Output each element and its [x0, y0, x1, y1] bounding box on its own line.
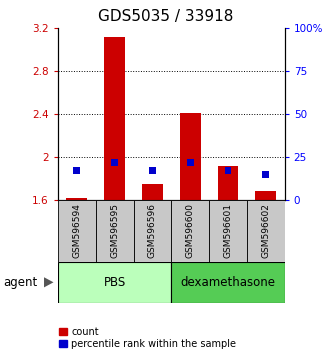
Bar: [209, 200, 247, 262]
Text: GSM596601: GSM596601: [223, 204, 232, 258]
Bar: [262, 171, 269, 178]
Text: GSM596595: GSM596595: [110, 204, 119, 258]
Text: GSM596596: GSM596596: [148, 204, 157, 258]
Bar: [142, 184, 163, 200]
Bar: [187, 159, 194, 166]
Text: GSM596600: GSM596600: [186, 204, 195, 258]
Bar: [111, 159, 118, 166]
Text: agent: agent: [3, 276, 37, 289]
Bar: [104, 37, 125, 200]
Bar: [171, 200, 209, 262]
Legend: count, percentile rank within the sample: count, percentile rank within the sample: [60, 327, 236, 349]
Bar: [133, 200, 171, 262]
Bar: [224, 167, 231, 174]
Bar: [149, 167, 156, 174]
Text: GDS5035 / 33918: GDS5035 / 33918: [98, 9, 233, 24]
Bar: [256, 192, 276, 200]
Bar: [247, 200, 285, 262]
Text: dexamethasone: dexamethasone: [180, 276, 275, 289]
Bar: [96, 200, 133, 262]
Bar: [180, 113, 201, 200]
Text: GSM596594: GSM596594: [72, 204, 81, 258]
Bar: [217, 166, 238, 200]
Bar: [58, 262, 171, 303]
Text: PBS: PBS: [104, 276, 126, 289]
Bar: [73, 167, 80, 174]
Bar: [67, 198, 87, 200]
Bar: [171, 262, 285, 303]
Bar: [58, 200, 96, 262]
Text: GSM596602: GSM596602: [261, 204, 270, 258]
